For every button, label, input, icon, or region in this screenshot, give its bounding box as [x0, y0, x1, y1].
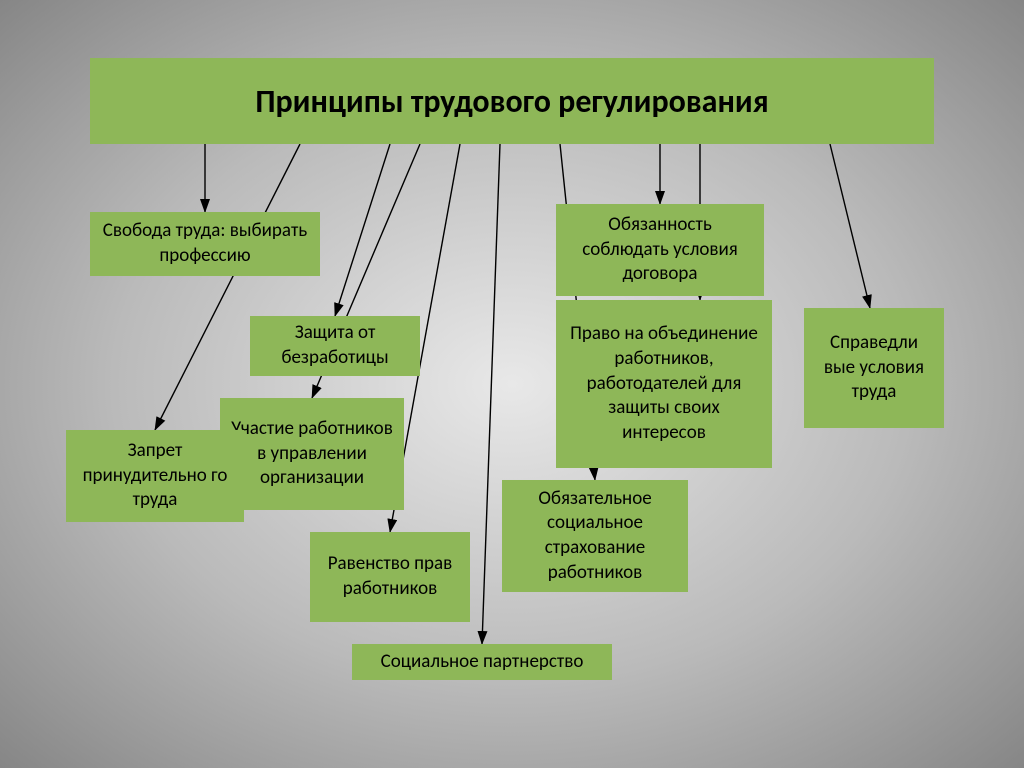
- diagram-node: Справедли вые условия труда: [804, 308, 944, 428]
- edge-arrow: [335, 144, 390, 316]
- edge-arrow: [830, 144, 870, 308]
- diagram-title: Принципы трудового регулирования: [90, 58, 934, 144]
- diagram-node: Право на объединение работников, работод…: [556, 300, 772, 468]
- diagram-node: Защита от безработицы: [250, 316, 420, 376]
- diagram-node: Обязанность соблюдать условия договора: [556, 204, 764, 296]
- diagram-canvas: Принципы трудового регулирования Свобода…: [0, 0, 1024, 768]
- diagram-node: Участие работников в управлении организа…: [220, 398, 404, 510]
- diagram-node: Обязательное социальное страхование рабо…: [502, 480, 688, 592]
- edge-arrow: [482, 144, 500, 644]
- diagram-node: Свобода труда: выбирать профессию: [90, 212, 320, 276]
- diagram-node: Социальное партнерство: [352, 644, 612, 680]
- diagram-node: Равенство прав работников: [310, 532, 470, 622]
- edge-arrow: [155, 144, 300, 430]
- diagram-node: Запрет принудительно го труда: [66, 430, 244, 522]
